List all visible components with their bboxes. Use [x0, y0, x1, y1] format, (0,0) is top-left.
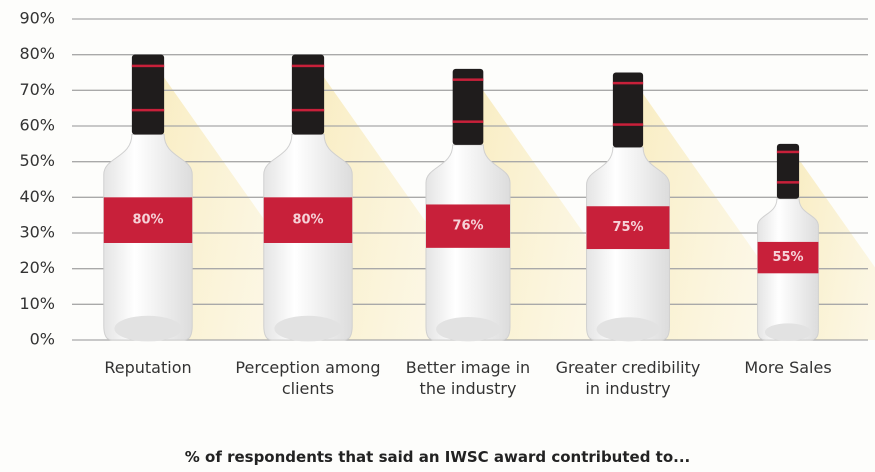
y-tick-label: 60%	[19, 116, 55, 135]
value-label: 75%	[612, 220, 643, 235]
y-tick-label: 80%	[19, 44, 55, 63]
cap-ring	[132, 65, 164, 68]
cap-ring	[132, 109, 164, 112]
chart: 80% 80% 76% 75% 55% 0% 10% 20% 30% 40% 50% 60% 70% 80…	[0, 0, 875, 472]
cap-ring	[453, 78, 484, 81]
y-tick-label: 30%	[19, 223, 55, 242]
y-tick-label: 40%	[19, 187, 55, 206]
cap-ring	[453, 120, 484, 123]
cap-ring	[292, 65, 324, 68]
y-tick-label: 0%	[30, 330, 55, 349]
y-tick-label: 90%	[19, 9, 55, 28]
cap-ring	[613, 123, 643, 126]
cap-ring	[777, 151, 799, 154]
x-tick-label: Better image in the industry	[393, 357, 543, 399]
y-tick-label: 50%	[19, 151, 55, 170]
x-tick-label: More Sales	[713, 357, 863, 378]
value-label: 55%	[772, 250, 803, 265]
x-tick-label: Reputation	[73, 357, 223, 378]
y-tick-label: 70%	[19, 80, 55, 99]
cap-ring	[292, 109, 324, 112]
bottle-base	[436, 317, 500, 341]
x-tick-label: Greater credibility in industry	[553, 357, 703, 399]
bottle-base	[274, 316, 341, 342]
x-tick-label: Perception among clients	[233, 357, 383, 399]
x-axis-title: % of respondents that said an IWSC award…	[0, 448, 875, 466]
bottle-base	[765, 323, 811, 341]
value-label: 80%	[132, 213, 163, 228]
cap-ring	[613, 82, 643, 85]
y-tick-label: 10%	[19, 294, 55, 313]
bottle-base	[596, 317, 659, 341]
value-label: 80%	[292, 213, 323, 228]
cap-ring	[777, 181, 799, 184]
y-tick-label: 20%	[19, 258, 55, 277]
bottle-base	[114, 316, 181, 342]
value-label: 76%	[452, 219, 483, 234]
